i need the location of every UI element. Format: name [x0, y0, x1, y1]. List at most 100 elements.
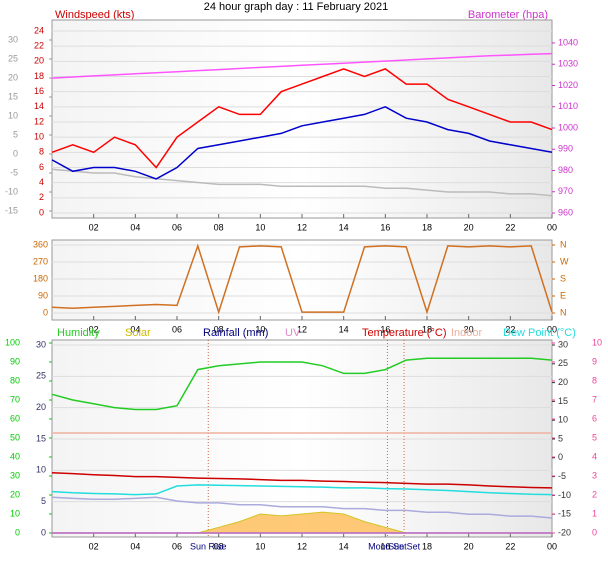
y-tick-label: 90 — [38, 290, 48, 300]
line — [51, 105, 553, 180]
y2-tick-label: 5 — [558, 433, 563, 443]
y2-tick-label: 20 — [558, 377, 568, 387]
y4-tick-label: 1 — [592, 508, 597, 518]
x-tick-label: 06 — [172, 222, 182, 232]
y4-tick-label: 0 — [592, 527, 597, 537]
legend-entry: Temperature (°C) — [362, 327, 446, 339]
plot-area — [51, 239, 553, 321]
legend-entry: Humidity — [57, 327, 100, 339]
line — [51, 52, 553, 79]
y3-tick-label: 20 — [8, 72, 18, 82]
x-tick-label: 22 — [505, 541, 515, 551]
x-tick-label: 16 — [380, 541, 390, 551]
y4-tick-label: 2 — [592, 489, 597, 499]
legend-entry: UV — [285, 327, 301, 339]
y2-tick-label: N — [560, 239, 567, 249]
x-tick-label: 14 — [339, 541, 349, 551]
x-tick-label: 08 — [214, 222, 224, 232]
x-tick-label: 04 — [130, 222, 140, 232]
x-tick-label: 22 — [505, 324, 515, 334]
y-tick-label: 12 — [34, 116, 44, 126]
x-tick-label: 14 — [339, 222, 349, 232]
y-tick-label: 0 — [15, 527, 20, 537]
y2-axis-label: Barometer (hpa) — [468, 9, 548, 21]
y2-tick-label: 1040 — [558, 37, 578, 47]
y2-tick-label: 1010 — [558, 101, 578, 111]
y-tick-label: 90 — [10, 356, 20, 366]
y-tick-label: 8 — [39, 147, 44, 157]
chart-title: 24 hour graph day : 11 February 2021 — [204, 1, 388, 13]
annotation-label: Moon Set — [368, 541, 407, 551]
y4-tick-label: 4 — [592, 451, 597, 461]
y3-tick-label: 15 — [8, 91, 18, 101]
x-tick-label: 10 — [255, 541, 265, 551]
y-tick-label: 270 — [33, 256, 48, 266]
line — [51, 484, 553, 496]
x-tick-label: 20 — [464, 222, 474, 232]
y2-tick-label: W — [560, 256, 569, 266]
x-tick-label: 20 — [464, 541, 474, 551]
x-tick-label: 18 — [422, 541, 432, 551]
y-tick-label: 4 — [39, 177, 44, 187]
x-tick-label: 06 — [172, 541, 182, 551]
y2-tick-label: 1000 — [558, 122, 578, 132]
x-tick-label: 10 — [255, 324, 265, 334]
y-tick-label: 20 — [34, 56, 44, 66]
y2-tick-label: E — [560, 290, 566, 300]
y2-tick-label: 1030 — [558, 59, 578, 69]
legend-entry: Solar — [125, 327, 151, 339]
y-tick-label: 10 — [34, 132, 44, 142]
line — [51, 357, 553, 411]
y2-tick-label: -20 — [558, 527, 571, 537]
y2-tick-label: 960 — [558, 207, 573, 217]
x-tick-label: 02 — [89, 324, 99, 334]
y3-tick-label: 0 — [41, 527, 46, 537]
y-tick-label: 50 — [10, 432, 20, 442]
y4-tick-label: 3 — [592, 470, 597, 480]
annotation-label: Sun Rise — [190, 541, 227, 551]
y4-tick-label: 10 — [592, 337, 602, 347]
legend-entry: Dew Point (°C) — [503, 327, 576, 339]
y3-tick-label: 5 — [41, 496, 46, 506]
y3-tick-label: -10 — [5, 186, 18, 196]
line — [51, 496, 553, 519]
y-tick-label: 30 — [10, 470, 20, 480]
x-tick-label: 04 — [130, 541, 140, 551]
plot-area — [51, 19, 553, 219]
y3-tick-label: 30 — [8, 34, 18, 44]
y3-tick-label: 20 — [36, 402, 46, 412]
y3-tick-label: -15 — [5, 205, 18, 215]
y2-tick-label: 0 — [558, 452, 563, 462]
x-tick-label: 12 — [297, 222, 307, 232]
y4-tick-label: 6 — [592, 413, 597, 423]
y3-tick-label: 25 — [36, 371, 46, 381]
y3-tick-label: 0 — [13, 148, 18, 158]
y-tick-label: 16 — [34, 86, 44, 96]
y-tick-label: 24 — [34, 25, 44, 35]
y-axis-label: Windspeed (kts) — [55, 9, 134, 21]
x-tick-label: 00 — [547, 222, 557, 232]
line — [51, 243, 553, 315]
x-tick-label: 00 — [547, 541, 557, 551]
area — [197, 511, 407, 534]
y-tick-label: 2 — [39, 192, 44, 202]
y3-tick-label: 15 — [36, 433, 46, 443]
y2-tick-label: 30 — [558, 339, 568, 349]
x-tick-label: 16 — [380, 222, 390, 232]
y2-tick-label: -15 — [558, 509, 571, 519]
y-tick-label: 80 — [10, 375, 20, 385]
y-tick-label: 14 — [34, 101, 44, 111]
x-tick-label: 18 — [422, 222, 432, 232]
y-tick-label: 60 — [10, 413, 20, 423]
y3-tick-label: 10 — [36, 465, 46, 475]
x-tick-label: 04 — [130, 324, 140, 334]
x-tick-label: 10 — [255, 222, 265, 232]
y2-tick-label: -5 — [558, 471, 566, 481]
y2-tick-label: 10 — [558, 415, 568, 425]
y4-tick-label: 7 — [592, 394, 597, 404]
y3-tick-label: 5 — [13, 129, 18, 139]
x-tick-label: 18 — [422, 324, 432, 334]
x-tick-label: 08 — [214, 324, 224, 334]
y2-tick-label: N — [560, 307, 567, 317]
